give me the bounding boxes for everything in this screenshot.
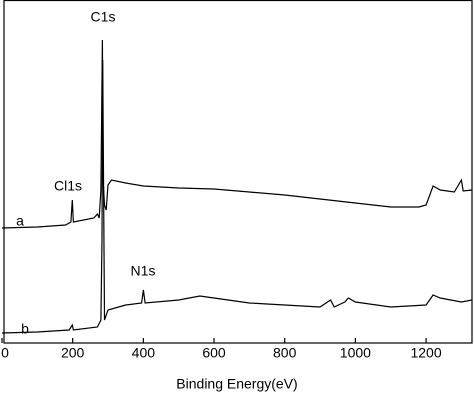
spectrum-line bbox=[1, 39, 473, 229]
spectrum-line bbox=[1, 59, 473, 334]
annotation: b bbox=[21, 321, 29, 337]
x-tick-label: 800 bbox=[273, 345, 297, 361]
x-axis-label: Binding Energy(eV) bbox=[176, 376, 297, 392]
x-tick-label: 200 bbox=[61, 345, 85, 361]
x-tick-label: 600 bbox=[202, 345, 226, 361]
annotation: C1s bbox=[91, 9, 116, 25]
annotation: Cl1s bbox=[54, 178, 82, 194]
x-tick-label: 1200 bbox=[410, 345, 441, 361]
x-tick-label: 0 bbox=[1, 345, 9, 361]
annotation: N1s bbox=[131, 263, 156, 279]
annotation: a bbox=[16, 213, 24, 229]
x-tick-label: 1000 bbox=[340, 345, 371, 361]
x-tick-label: 400 bbox=[132, 345, 156, 361]
plot-frame bbox=[3, 0, 473, 344]
